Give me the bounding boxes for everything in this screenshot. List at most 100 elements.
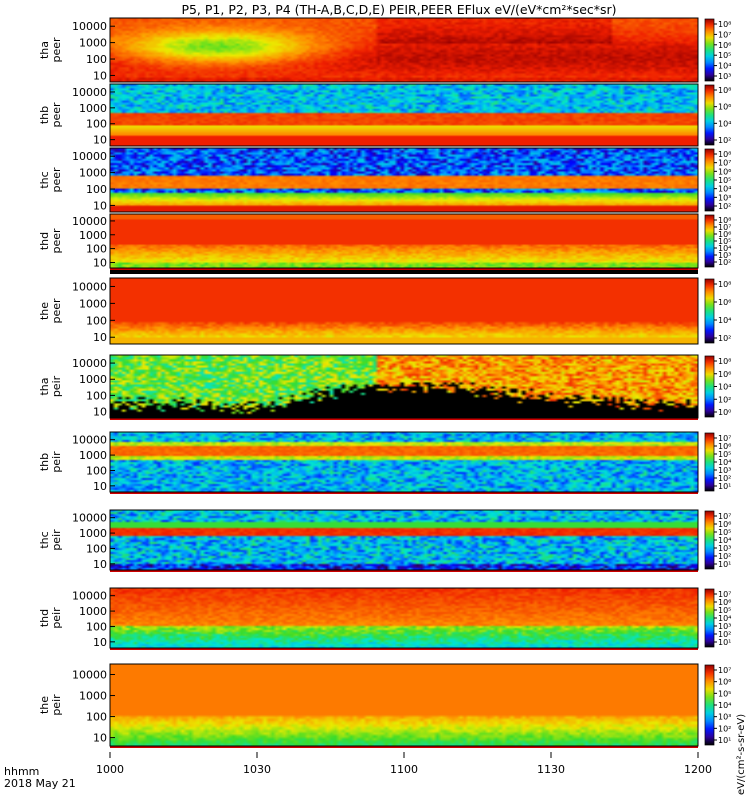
x-tick-label: 1100 (390, 763, 418, 776)
figure-title: P5, P1, P2, P3, P4 (TH-A,B,C,D,E) PEIR,P… (181, 2, 616, 17)
y-axis-label: thcpeir (38, 529, 63, 551)
panel-frame (109, 213, 699, 269)
colorbar (704, 664, 715, 746)
panel-gap-band (110, 420, 698, 424)
y-tick-label: 10000 (72, 150, 107, 163)
colorbar (704, 278, 715, 344)
panel-gap-band (110, 494, 698, 498)
y-tick-label: 1000 (79, 373, 107, 386)
colorbar-tick-label: 10¹ (718, 736, 731, 745)
panel-frame (109, 147, 699, 213)
y-axis-label: thepeer (38, 298, 63, 324)
colorbar-tick-label: 10⁶ (718, 167, 731, 176)
y-tick-label: 10 (93, 199, 107, 212)
spectrogram-image (110, 588, 698, 648)
y-axis-label: thdpeer (38, 228, 63, 254)
colorbar-tick-label: 10⁶ (718, 370, 731, 379)
panel-divider-band (110, 570, 698, 572)
y-tick-label: 100 (86, 464, 107, 477)
colorbar-tick-label: 10⁴ (718, 244, 731, 253)
x-axis-date: 2018 May 21 (4, 777, 76, 790)
colorbar-tick-label: 10⁴ (718, 536, 731, 545)
y-tick-label: 100 (86, 243, 107, 256)
y-tick-label: 10000 (72, 434, 107, 447)
colorbar-tick-label: 10¹ (718, 560, 731, 569)
y-axis-label: thbpeir (38, 451, 63, 473)
y-tick-label: 10 (93, 256, 107, 269)
colorbar-tick-label: 10⁶ (718, 298, 731, 307)
y-tick-label: 100 (86, 389, 107, 402)
colorbar-tick-label: 10⁶ (718, 103, 731, 112)
y-axis-label: thapeer (38, 37, 63, 63)
colorbar-tick-label: 10⁴ (718, 316, 731, 325)
colorbar-tick-label: 10⁵ (718, 528, 731, 537)
panel-frame (109, 83, 699, 147)
spectrogram-image (110, 214, 698, 268)
panel-thb-peer: 10000 1000 100 10 thbpeer 10⁸ 10⁶ 10⁴ 10² (38, 83, 731, 147)
panel-the-peer: 10000 1000 100 10 thepeer 10⁸ 10⁶ 10⁴ 10² (38, 277, 731, 345)
panel-thc-peir: 10000 1000 100 10 thcpeir 10⁷10⁶10⁵10⁴10³10²1… (38, 509, 731, 576)
colorbar-tick-label: 10⁷ (718, 223, 731, 232)
y-axis-label: thepeir (38, 694, 63, 716)
colorbar-tick-label: 10³ (718, 622, 731, 631)
y-tick-label: 1000 (79, 690, 107, 703)
colorbar-tick-label: 10¹ (718, 482, 731, 491)
x-axis: 1000 1030 1100 1130 1200 (96, 752, 712, 776)
colorbar-tick-label: 10⁵ (718, 689, 731, 698)
panel-divider-band (110, 648, 698, 650)
colorbar-tick-label: 10⁴ (718, 458, 731, 467)
spectrogram-image (110, 664, 698, 746)
colorbar-tick-label: 10⁸ (718, 280, 731, 289)
panel-frame (109, 354, 699, 419)
colorbar-tick-label: 10⁸ (718, 150, 731, 159)
y-tick-label: 10000 (72, 669, 107, 682)
y-tick-label: 10000 (72, 86, 107, 99)
colorbar-tick-label: 10³ (718, 713, 731, 722)
y-tick-label: 1000 (79, 527, 107, 540)
y-axis-label: thbpeer (38, 102, 63, 128)
panel-group: 10000100010010thapeer10⁸10⁷10⁶10⁵10⁴10³1… (38, 17, 731, 752)
colorbar-tick-label: 10⁷ (718, 159, 731, 168)
colorbar (704, 18, 715, 82)
y-tick-label: 100 (86, 53, 107, 66)
panel-thd-peir: 10000 1000 100 10 thdpeir 10⁷10⁶10⁵10⁴10³10²1… (38, 587, 731, 654)
panel-thb-peir: 10000 1000 100 10 thbpeir 10⁷10⁶10⁵10⁴10³10²1… (38, 431, 731, 498)
colorbar-tick-label: 10⁴ (718, 701, 731, 710)
y-axis-label: thdpeir (38, 607, 63, 629)
y-tick-label: 10 (93, 331, 107, 344)
colorbar-tick-label: 10⁶ (718, 520, 731, 529)
colorbar-tick-label: 10⁸ (718, 86, 731, 95)
panel-frame (109, 17, 699, 83)
y-tick-label: 10 (93, 406, 107, 419)
x-axis-label: hhmm (4, 765, 39, 778)
y-axis-label: thcpeer (38, 167, 63, 193)
colorbar-tick-label: 10² (718, 630, 731, 639)
colorbar (704, 510, 715, 570)
spectrogram-image (110, 432, 698, 492)
colorbar (704, 432, 715, 492)
panel-divider-band (110, 746, 698, 748)
colorbar-tick-label: 10⁶ (718, 678, 731, 687)
y-tick-label: 1000 (79, 167, 107, 180)
colorbar-tick-label: 10⁵ (718, 51, 731, 60)
y-tick-label: 1000 (79, 37, 107, 50)
colorbar-tick-label: 10⁷ (718, 434, 731, 443)
y-tick-label: 10000 (72, 280, 107, 293)
colorbar-tick-label: 10³ (718, 193, 731, 202)
colorbar-tick-label: 10² (718, 202, 731, 211)
colorbar-tick-label: 10⁶ (718, 41, 731, 50)
spectrogram-image (110, 355, 698, 418)
colorbar-tick-label: 10⁷ (718, 666, 731, 675)
spectrogram-image (110, 510, 698, 570)
x-tick-label: 1200 (684, 763, 712, 776)
colorbar-tick-label: 10⁸ (718, 20, 731, 29)
colorbar-tick-label: 10⁴ (718, 185, 731, 194)
y-tick-label: 10 (93, 480, 107, 493)
colorbar (704, 148, 715, 212)
colorbar-tick-label: 10³ (718, 466, 731, 475)
colorbar-tick-label: 10⁴ (718, 383, 731, 392)
y-tick-label: 1000 (79, 102, 107, 115)
colorbar-tick-label: 10⁶ (718, 230, 731, 239)
colorbar-unit-label: eV/(cm²-s-sr-eV) (736, 714, 747, 795)
